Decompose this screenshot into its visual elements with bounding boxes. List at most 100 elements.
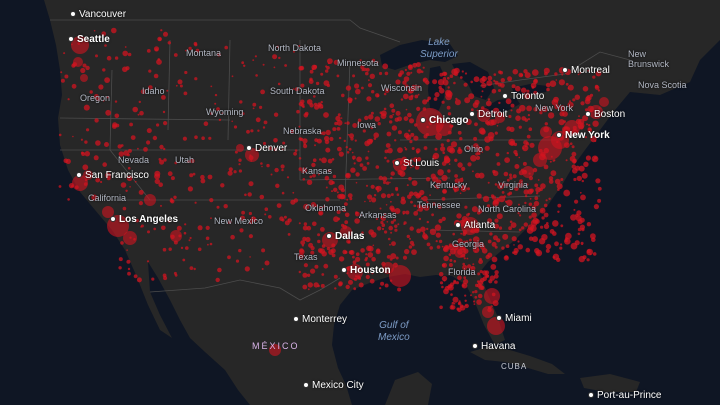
case-bubble	[100, 180, 103, 184]
case-bubble	[422, 99, 428, 105]
case-bubble	[470, 80, 474, 84]
case-bubble	[427, 96, 432, 101]
case-bubble	[411, 165, 414, 168]
case-bubble	[460, 185, 467, 192]
case-bubble	[594, 156, 597, 160]
case-bubble	[448, 186, 451, 189]
case-bubble	[367, 83, 373, 88]
case-bubble	[370, 111, 374, 115]
case-bubble	[521, 226, 525, 230]
case-bubble	[423, 205, 430, 211]
case-bubble	[252, 102, 257, 107]
case-bubble	[95, 54, 98, 58]
case-bubble	[205, 236, 210, 241]
case-bubble	[233, 125, 238, 129]
case-bubble	[316, 138, 322, 144]
case-bubble	[317, 233, 321, 237]
case-bubble	[292, 191, 295, 194]
case-bubble	[498, 70, 502, 74]
case-bubble	[238, 248, 242, 253]
case-bubble	[410, 200, 413, 204]
cuba-land	[470, 346, 565, 374]
case-bubble	[580, 241, 584, 245]
case-bubble	[174, 161, 178, 165]
case-bubble	[487, 132, 495, 139]
case-bubble	[432, 79, 438, 85]
case-bubble	[573, 177, 577, 182]
case-bubble	[592, 252, 597, 256]
border-line	[149, 277, 341, 301]
case-bubble	[444, 157, 451, 164]
case-bubble	[527, 188, 533, 195]
case-bubble	[167, 41, 171, 45]
case-bubble	[535, 186, 541, 193]
case-bubble	[373, 137, 377, 140]
case-bubble	[545, 243, 552, 250]
case-bubble	[275, 183, 280, 188]
case-bubble	[407, 87, 414, 94]
case-bubble	[317, 102, 322, 107]
case-bubble	[230, 234, 235, 240]
case-bubble	[468, 93, 475, 100]
case-bubble	[408, 129, 411, 132]
case-bubble	[442, 189, 447, 194]
case-bubble	[543, 203, 548, 208]
case-bubble	[390, 231, 393, 234]
case-bubble	[586, 258, 590, 262]
case-bubble	[173, 271, 177, 275]
case-bubble	[471, 206, 479, 213]
case-bubble	[461, 177, 464, 179]
case-bubble	[143, 147, 148, 152]
case-bubble	[441, 216, 446, 221]
case-bubble	[581, 227, 585, 232]
case-bubble	[467, 264, 472, 269]
case-bubble	[582, 115, 589, 122]
case-bubble	[345, 284, 350, 290]
borders	[50, 19, 631, 301]
case-bubble	[154, 178, 160, 185]
case-bubble	[585, 155, 592, 161]
case-bubble	[595, 70, 602, 77]
case-bubble	[398, 74, 401, 77]
case-bubble	[573, 208, 576, 211]
case-bubble	[307, 282, 313, 288]
case-bubble	[481, 82, 487, 89]
case-bubble	[268, 215, 272, 219]
case-bubble	[416, 228, 421, 234]
case-bubble	[136, 277, 142, 283]
case-bubble	[314, 264, 319, 269]
case-bubble	[449, 258, 453, 262]
case-bubble	[147, 230, 150, 234]
case-bubble	[208, 136, 212, 140]
case-bubble	[298, 222, 301, 225]
case-bubble	[531, 205, 537, 210]
case-bubble	[554, 241, 559, 247]
case-bubble	[166, 89, 169, 92]
case-bubble	[594, 85, 600, 90]
case-bubble	[523, 140, 528, 146]
case-bubble	[380, 193, 387, 199]
case-bubble	[322, 232, 338, 248]
case-bubble	[466, 145, 471, 150]
case-bubble	[481, 151, 484, 153]
case-bubble	[516, 108, 522, 114]
case-bubble	[238, 158, 242, 162]
case-bubble	[58, 133, 62, 137]
case-bubble	[585, 108, 588, 112]
case-bubble	[404, 248, 410, 255]
case-bubble	[395, 186, 399, 191]
case-bubble	[93, 29, 96, 32]
case-bubble	[440, 143, 444, 147]
case-bubble	[63, 52, 66, 55]
case-bubble	[493, 223, 499, 229]
case-bubble	[355, 252, 360, 256]
case-bubble	[301, 244, 305, 247]
case-bubble	[246, 129, 250, 134]
case-bubble	[476, 299, 482, 305]
case-bubble	[387, 237, 391, 241]
case-bubble	[577, 232, 581, 236]
case-bubble	[571, 164, 576, 169]
case-bubble	[411, 249, 417, 256]
